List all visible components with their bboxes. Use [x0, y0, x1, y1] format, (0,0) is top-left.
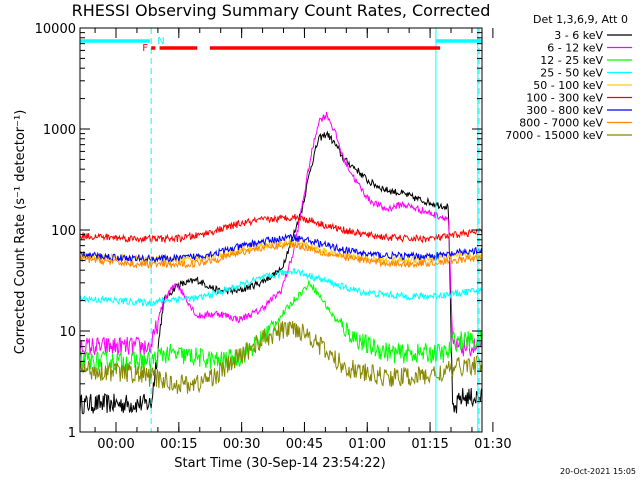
legend-label-5: 100 - 300 keV: [526, 92, 603, 105]
x-tick-label-4: 01:00: [349, 437, 386, 452]
series-line-5: [80, 214, 483, 244]
legend-label-3: 25 - 50 keV: [540, 67, 603, 80]
legend-label-1: 6 - 12 keV: [547, 42, 603, 55]
legend-label-0: 3 - 6 keV: [554, 29, 603, 42]
x-tick-label-6: 01:30: [474, 437, 511, 452]
series-line-4: [79, 238, 483, 265]
x-tick-label-1: 00:15: [160, 437, 197, 452]
flare-marker-label: F: [142, 43, 148, 54]
plot-area: [80, 28, 482, 432]
series-line-1: [79, 111, 483, 357]
series-line-6: [79, 233, 483, 264]
series-line-0: [79, 130, 483, 415]
y-tick-label-3: 1000: [43, 123, 76, 138]
legend-label-4: 50 - 100 keV: [533, 79, 603, 92]
x-tick-label-2: 00:30: [223, 437, 260, 452]
y-axis-label: Corrected Count Rate (s⁻¹ detector⁻¹): [13, 110, 28, 355]
y-tick-label-2: 100: [51, 224, 76, 239]
y-tick-label-0: 1: [68, 426, 76, 441]
chart-title: RHESSI Observing Summary Count Rates, Co…: [72, 1, 491, 20]
x-tick-label-5: 01:15: [411, 437, 448, 452]
night-marker-label: N: [157, 36, 164, 47]
series-line-7: [79, 241, 483, 270]
series-line-8: [79, 321, 483, 394]
axes: 1 10 100 1000 10000 00:00 00:15 00:30 00:45 01:00…: [35, 22, 512, 452]
series-line-2: [79, 279, 483, 372]
legend-label-7: 800 - 7000 keV: [519, 117, 603, 130]
y-tick-label-4: 10000: [35, 22, 76, 37]
legend-label-6: 300 - 800 keV: [526, 104, 603, 117]
data-traces: [79, 111, 483, 415]
x-tick-label-3: 00:45: [286, 437, 323, 452]
x-axis-label: Start Time (30-Sep-14 23:54:22): [174, 456, 385, 471]
legend-label-8: 7000 - 15000 keV: [505, 129, 603, 142]
x-tick-label-0: 00:00: [97, 437, 134, 452]
plot-background: [80, 28, 482, 432]
legend-label-2: 12 - 25 keV: [540, 54, 603, 67]
series-line-3: [79, 267, 483, 307]
footer-date: 20-Oct-2021 15:05: [560, 467, 636, 476]
legend-header: Det 1,3,6,9, Att 0: [533, 13, 628, 26]
y-tick-label-1: 10: [59, 325, 76, 340]
